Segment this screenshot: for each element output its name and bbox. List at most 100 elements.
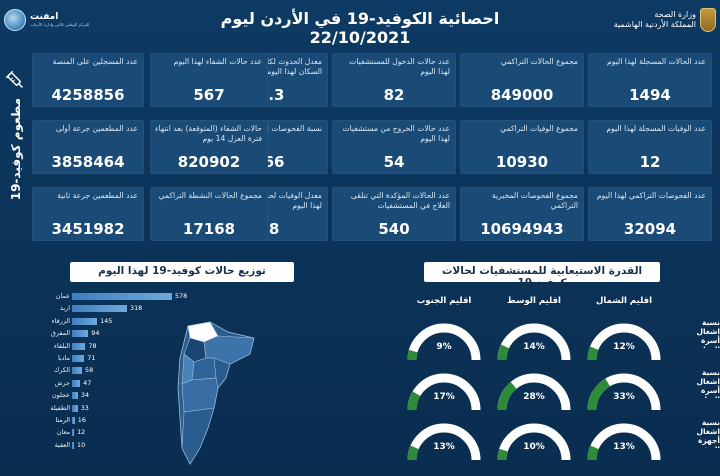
- card-label: عدد حالات الخروج من مستشفيات لهذا اليوم: [342, 124, 450, 143]
- card-daily-cases: عدد الحالات المسجلة لهذا اليوم 1494: [588, 53, 712, 107]
- card-label: عدد حالات الدخول للمستشفيات لهذا اليوم: [349, 57, 450, 76]
- card-daily-tests: عدد الفحوصات التراكمي لهذا اليوم 32094: [588, 187, 712, 241]
- logo-subtitle: المركز الوطني للأمن وإدارة الأزمات: [30, 21, 90, 27]
- bar-value-label: 71: [87, 354, 96, 362]
- syringe-icon: [5, 70, 24, 89]
- gauge-fill: [587, 346, 599, 361]
- bar-category-label: البلقاء: [54, 341, 70, 350]
- bar-category-label: مادبا: [58, 354, 70, 362]
- bar-category-label: الزرقاء: [51, 316, 70, 325]
- capacity-gauge: 14%: [492, 318, 576, 364]
- bar-category-label: عمان: [55, 292, 70, 300]
- card-total-deaths: مجموع الوفيات التراكمي 10930: [460, 120, 584, 174]
- gauge-percent-label: 17%: [433, 392, 455, 402]
- bar-category-label: المفرق: [50, 329, 70, 338]
- card-active-cases: مجموع الحالات النشطة التراكمي 17168: [150, 187, 268, 241]
- card-value: 3858464: [51, 153, 125, 171]
- bar-value-label: 12: [77, 428, 86, 437]
- bar-value-label: 16: [77, 416, 86, 424]
- gauge-percent-label: 28%: [523, 392, 545, 402]
- gauge-percent-label: 12%: [613, 342, 635, 352]
- gauge-track: [497, 423, 571, 461]
- bar-value-label: 145: [100, 316, 113, 325]
- card-value: 82: [383, 86, 405, 104]
- bar: [72, 392, 78, 400]
- bar: [72, 441, 74, 449]
- card-label: عدد حالات الشفاء لهذا اليوم: [173, 57, 262, 66]
- gauge-fill: [407, 391, 421, 411]
- capacity-gauge: 12%: [582, 318, 666, 364]
- ncsc-logo: امفنت المركز الوطني للأمن وإدارة الأزمات: [4, 3, 96, 37]
- bar-row: اربد 318: [26, 304, 196, 313]
- bar-value-label: 33: [80, 403, 89, 412]
- card-label: حالات الشفاء (المتوقعة) بعد انتهاء فترة …: [154, 124, 262, 143]
- capacity-gauge: 13%: [582, 418, 666, 464]
- card-value: 54: [383, 153, 405, 171]
- bar: [72, 379, 81, 387]
- row-label-isolation: نسبة اشغال أسرة العزل: [696, 318, 720, 348]
- gauge-fill: [497, 344, 510, 361]
- bar: [72, 355, 85, 362]
- gauge-fill: [407, 445, 419, 461]
- row-label-ventilators: نسبة اشغال أجهزة التنفس: [694, 418, 720, 448]
- capacity-gauge: 33%: [582, 368, 666, 414]
- card-label: عدد المسجلين على المنصة: [52, 57, 138, 66]
- gauge-percent-label: 13%: [433, 442, 455, 452]
- card-value: 540: [378, 220, 410, 238]
- bar: [72, 330, 89, 338]
- card-label: عدد المطعمين جرعة ثانية: [57, 191, 138, 200]
- card-label: مجموع الوفيات التراكمي: [500, 124, 578, 133]
- bar-row: المفرق 94: [26, 329, 196, 338]
- bar: [72, 429, 75, 437]
- bar: [72, 367, 83, 375]
- bar-value-label: 78: [88, 341, 97, 350]
- bar-row: مادبا 71: [26, 354, 196, 363]
- gauge-percent-label: 33%: [613, 392, 635, 402]
- card-label: مجموع الحالات النشطة التراكمي: [158, 191, 262, 200]
- card-total-cases: مجموع الحالات التراكمي 849000: [460, 53, 584, 107]
- page-title: احصائية الكوفيد-19 في الأردن ليوم 22/10/…: [185, 9, 535, 47]
- bar-value-label: 318: [130, 304, 143, 313]
- title-text: احصائية الكوفيد-19 في الأردن ليوم: [220, 9, 500, 28]
- card-hospital-discharges: عدد حالات الخروج من مستشفيات لهذا اليوم …: [332, 120, 456, 174]
- bar-value-label: 94: [91, 329, 100, 338]
- globe-icon: [4, 9, 26, 31]
- row-label-icu: نسبة اشغال أسرة العناية الحثيثة: [696, 368, 720, 398]
- bar-category-label: الكرك: [53, 366, 70, 375]
- capacity-gauge: 17%: [402, 368, 486, 414]
- capacity-gauge: 9%: [402, 318, 486, 364]
- capacity-title: القدرة الاستيعابية للمستشفيات لحالات كوف…: [441, 265, 643, 289]
- card-expected-recoveries: حالات الشفاء (المتوقعة) بعد انتهاء فترة …: [150, 120, 268, 174]
- card-value: 567: [193, 86, 225, 104]
- vaccination-section-label: مطعوم كوفيد-19: [4, 70, 28, 240]
- title-date: 22/10/2021: [309, 28, 411, 47]
- gauge-track: [407, 423, 481, 461]
- card-value: 10930: [495, 153, 549, 171]
- bar-value-label: 34: [80, 391, 90, 400]
- card-value: 10694943: [480, 220, 564, 238]
- distribution-title-box: توزيع حالات كوفيد-19 لهذا اليوم: [70, 262, 294, 282]
- bar-value-label: 10: [77, 440, 86, 449]
- bar-row: عجلون 34: [26, 391, 196, 400]
- distribution-bar-chart: عمان 578 اربد 318 الزرقاء 145 المفرق 94 البلقاء 7…: [26, 292, 196, 462]
- card-total-tests: مجموع الفحوصات المخبرية التراكمي 1069494…: [460, 187, 584, 241]
- card-value: 820902: [177, 153, 241, 171]
- vaccination-label: مطعوم كوفيد-19: [9, 98, 23, 201]
- bar-category-label: الطفيلة: [50, 403, 70, 412]
- gauge-percent-label: 14%: [523, 342, 545, 352]
- bar: [72, 293, 172, 300]
- capacity-gauge: 28%: [492, 368, 576, 414]
- ministry-name: وزارة الصحة: [654, 10, 696, 19]
- region-south: اقليم الجنوب: [416, 296, 472, 306]
- bar-value-label: 58: [85, 366, 94, 375]
- card-label: عدد الوفيات المسجلة لهذا اليوم: [606, 124, 706, 133]
- gauge-fill: [587, 445, 599, 461]
- capacity-title-box: القدرة الاستيعابية للمستشفيات لحالات كوف…: [424, 262, 660, 289]
- bar-category-label: اربد: [60, 304, 70, 313]
- distribution-title: توزيع حالات كوفيد-19 لهذا اليوم: [98, 265, 266, 277]
- gauge-track: [407, 323, 481, 361]
- bar-value-label: 47: [83, 378, 92, 387]
- gauge-percent-label: 10%: [523, 442, 545, 452]
- capacity-gauge: 10%: [492, 418, 576, 464]
- card-value: 17168: [182, 220, 236, 238]
